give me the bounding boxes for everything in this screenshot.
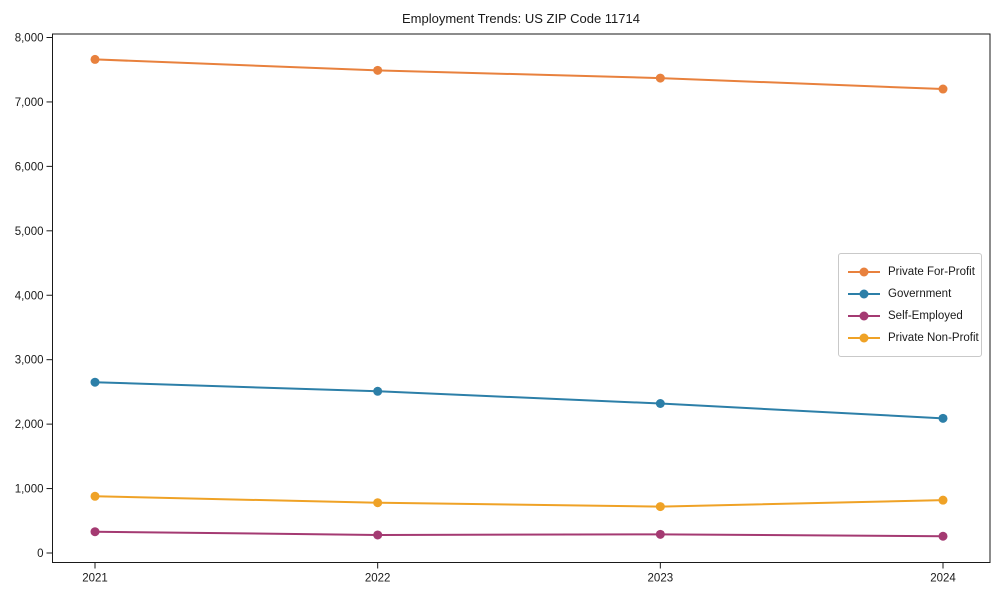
legend-item: Private Non-Profit (848, 327, 979, 349)
legend-label: Private Non-Profit (888, 332, 979, 344)
y-axis-tick-label: 7,000 (15, 97, 44, 109)
data-point-marker (90, 54, 100, 64)
x-axis-tick-label: 2023 (648, 573, 674, 585)
data-point-marker (938, 495, 948, 505)
data-point-marker (373, 65, 383, 75)
data-point-marker (938, 84, 948, 94)
x-axis-tick-label: 2022 (365, 573, 391, 585)
legend-item: Government (848, 283, 972, 305)
data-point-marker (938, 413, 948, 423)
y-axis-tick-label: 8,000 (15, 33, 44, 45)
legend-marker-icon (848, 288, 880, 300)
data-point-marker (655, 73, 665, 83)
y-axis-tick-label: 1,000 (15, 484, 44, 496)
data-point-marker (90, 491, 100, 501)
x-axis-tick-label: 2024 (930, 573, 956, 585)
legend-label: Private For-Profit (888, 266, 975, 278)
series-line (94, 381, 945, 420)
series-line (94, 495, 945, 508)
y-axis-tick-label: 4,000 (15, 290, 44, 302)
x-axis-tick-label: 2021 (82, 573, 108, 585)
legend: Private For-Profit Government Self-Employe… (838, 253, 982, 357)
data-point-marker (373, 498, 383, 508)
y-axis-tick-label: 3,000 (15, 355, 44, 367)
legend-label: Self-Employed (888, 310, 963, 322)
series-line (94, 530, 945, 538)
data-point-marker (655, 529, 665, 539)
legend-marker-icon (848, 310, 880, 322)
legend-marker-icon (848, 332, 880, 344)
y-axis-tick-label: 6,000 (15, 161, 44, 173)
y-axis-tick-label: 2,000 (15, 419, 44, 431)
data-point-marker (655, 502, 665, 512)
data-point-marker (90, 377, 100, 387)
data-point-marker (938, 531, 948, 541)
legend-item: Self-Employed (848, 305, 972, 327)
y-axis-tick-label: 0 (37, 548, 43, 560)
legend-label: Government (888, 288, 952, 300)
plot-frame (52, 33, 991, 563)
data-point-marker (90, 527, 100, 537)
chart-title: Employment Trends: US ZIP Code 11714 (402, 11, 640, 26)
series-line (94, 58, 945, 91)
data-point-marker (373, 386, 383, 396)
legend-marker-icon (848, 266, 880, 278)
data-point-marker (373, 530, 383, 540)
data-point-marker (655, 399, 665, 409)
y-axis-tick-label: 5,000 (15, 226, 44, 238)
legend-item: Private For-Profit (848, 261, 975, 283)
